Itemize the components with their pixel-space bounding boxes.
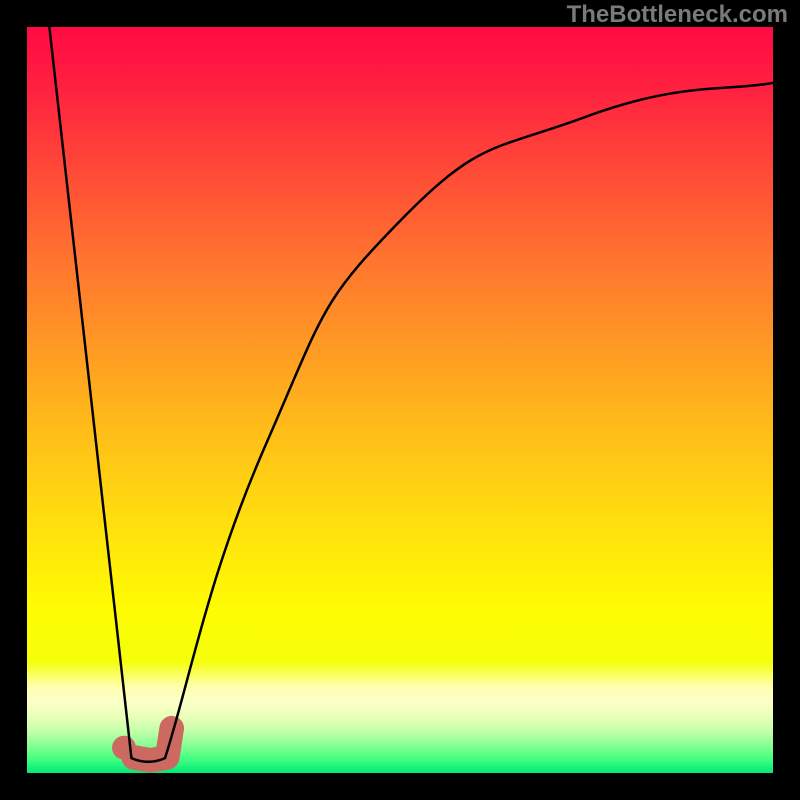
- watermark-text: TheBottleneck.com: [567, 1, 788, 29]
- plot-gradient: [27, 27, 773, 773]
- bottleneck-chart: [0, 0, 800, 800]
- chart-container: TheBottleneck.com: [0, 0, 800, 800]
